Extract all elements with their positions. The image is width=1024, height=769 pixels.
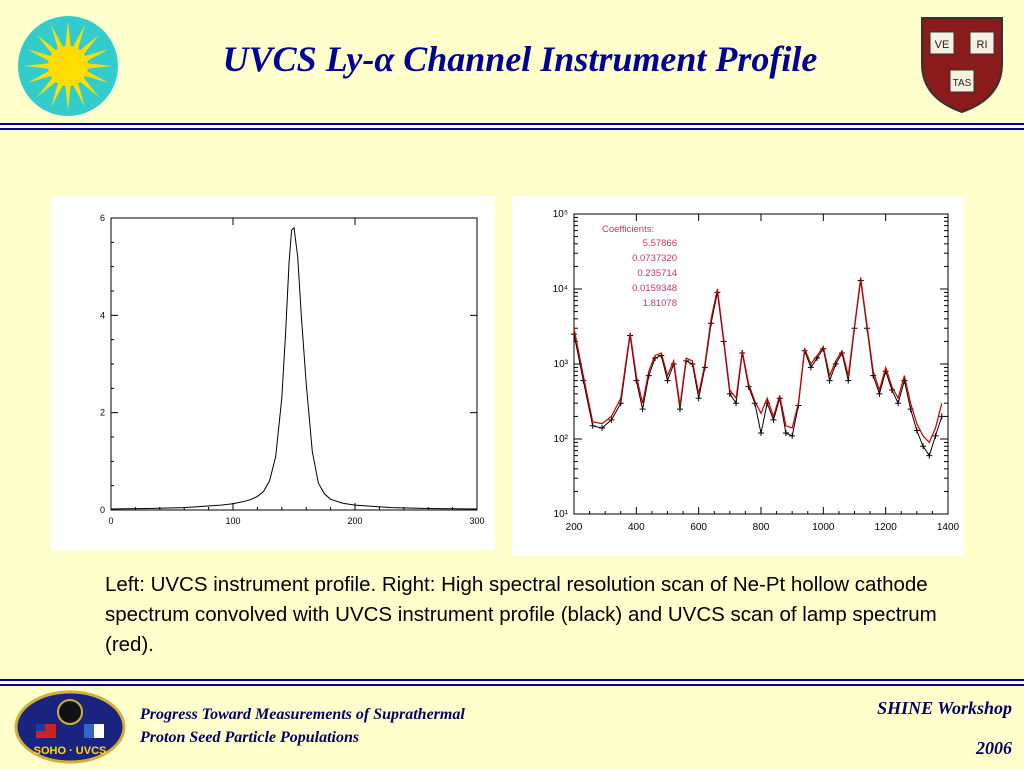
red-series-line: [573, 277, 943, 444]
black-series-point: [695, 395, 702, 402]
slide-title: UVCS Ly-α Channel Instrument Profile: [222, 39, 818, 79]
shield-word-ri: RI: [977, 39, 988, 51]
coefficients-label: Coefficients:: [602, 224, 654, 235]
black-series-point: [639, 406, 646, 413]
x-tick-label: 200: [566, 522, 583, 533]
coefficient-value: 0.0737320: [632, 253, 677, 264]
coefficient-value: 0.0159348: [632, 283, 677, 294]
y-tick-label: 2: [100, 408, 105, 418]
black-series-point: [926, 452, 933, 459]
black-series-point: [826, 377, 833, 384]
x-tick-label: 0: [108, 516, 113, 526]
instrument-profile-chart: 0 100 200 300 0 2 4 6: [100, 213, 485, 526]
plot-frame: [110, 217, 478, 511]
shield-word-ve: VE: [935, 39, 950, 51]
x-tick-label: 1000: [812, 522, 835, 533]
x-tick-label: 800: [753, 522, 770, 533]
coefficient-value: 5.57866: [643, 238, 677, 249]
black-series-point: [599, 425, 606, 432]
footer-event: SHINE Workshop: [877, 698, 1012, 718]
y-tick-label: 0: [100, 505, 105, 515]
x-tick-label: 200: [347, 516, 362, 526]
harvard-shield-logo: VE RI TAS: [918, 14, 1006, 114]
footer-year: 2006: [976, 738, 1012, 758]
black-series-point: [608, 416, 615, 423]
black-series-point: [845, 377, 852, 384]
x-tick-label: 1200: [875, 522, 898, 533]
black-series-point: [782, 430, 789, 437]
black-series-point: [733, 400, 740, 407]
y-tick-label: 10²: [554, 434, 569, 445]
black-series-point: [920, 443, 927, 450]
black-series-point: [901, 377, 908, 384]
black-series-point: [589, 422, 596, 429]
top-rule-1: [0, 123, 1024, 125]
plot-frame: [573, 213, 949, 515]
y-tick-label: 10⁵: [553, 209, 568, 220]
black-series-point: [633, 377, 640, 384]
black-series-point: [807, 364, 814, 371]
black-series-point: [664, 377, 671, 384]
x-tick-label: 1400: [937, 522, 960, 533]
right-chart-panel: 200 400 600 800 1000 1200 1400 10¹ 10² 10³ 10⁴ 10⁵ C…: [512, 196, 964, 556]
y-tick-label: 10⁴: [553, 284, 568, 295]
smithsonian-sun-logo: [16, 14, 120, 118]
shield-word-tas: TAS: [953, 78, 972, 89]
black-series-point: [571, 331, 577, 338]
black-series-point: [932, 432, 939, 439]
bottom-rule-1: [0, 679, 1024, 681]
black-series-point: [726, 390, 733, 397]
footer-title-line1: Progress Toward Measurements of Suprathe…: [140, 706, 465, 723]
black-series-line: [573, 280, 943, 457]
x-tick-label: 300: [469, 516, 484, 526]
y-tick-label: 10¹: [554, 509, 569, 520]
black-series-point: [913, 427, 920, 434]
y-tick-label: 4: [100, 310, 105, 320]
black-series-point: [758, 430, 764, 437]
black-series-point: [789, 432, 796, 439]
bottom-rule-2: [0, 684, 1024, 686]
y-tick-label: 6: [100, 213, 105, 223]
black-series-point: [938, 413, 945, 420]
coefficient-value: 1.81078: [643, 298, 677, 309]
figure-caption: Left: UVCS instrument profile. Right: Hi…: [105, 573, 937, 656]
coefficient-value: 0.235714: [637, 268, 677, 279]
black-series-point: [895, 400, 902, 407]
footer-presentation-title: Progress Toward Measurements of Suprathe…: [140, 703, 600, 749]
top-rule-2: [0, 128, 1024, 130]
footer-title-line2: Proton Seed Particle Populations: [140, 729, 360, 746]
soho-uvcs-logo: SOHO · UVCS: [14, 690, 126, 764]
left-chart-panel: 0 100 200 300 0 2 4 6: [51, 196, 495, 550]
spectrum-chart: 200 400 600 800 1000 1200 1400 10¹ 10² 10³ 10⁴ 10⁵ C…: [553, 209, 960, 533]
x-tick-label: 400: [628, 522, 645, 533]
x-tick-label: 600: [690, 522, 707, 533]
profile-line: [110, 226, 478, 510]
soho-logo-text: SOHO · UVCS: [34, 745, 107, 757]
x-tick-label: 100: [225, 516, 240, 526]
y-tick-label: 10³: [554, 359, 569, 370]
black-series-point: [676, 406, 683, 413]
